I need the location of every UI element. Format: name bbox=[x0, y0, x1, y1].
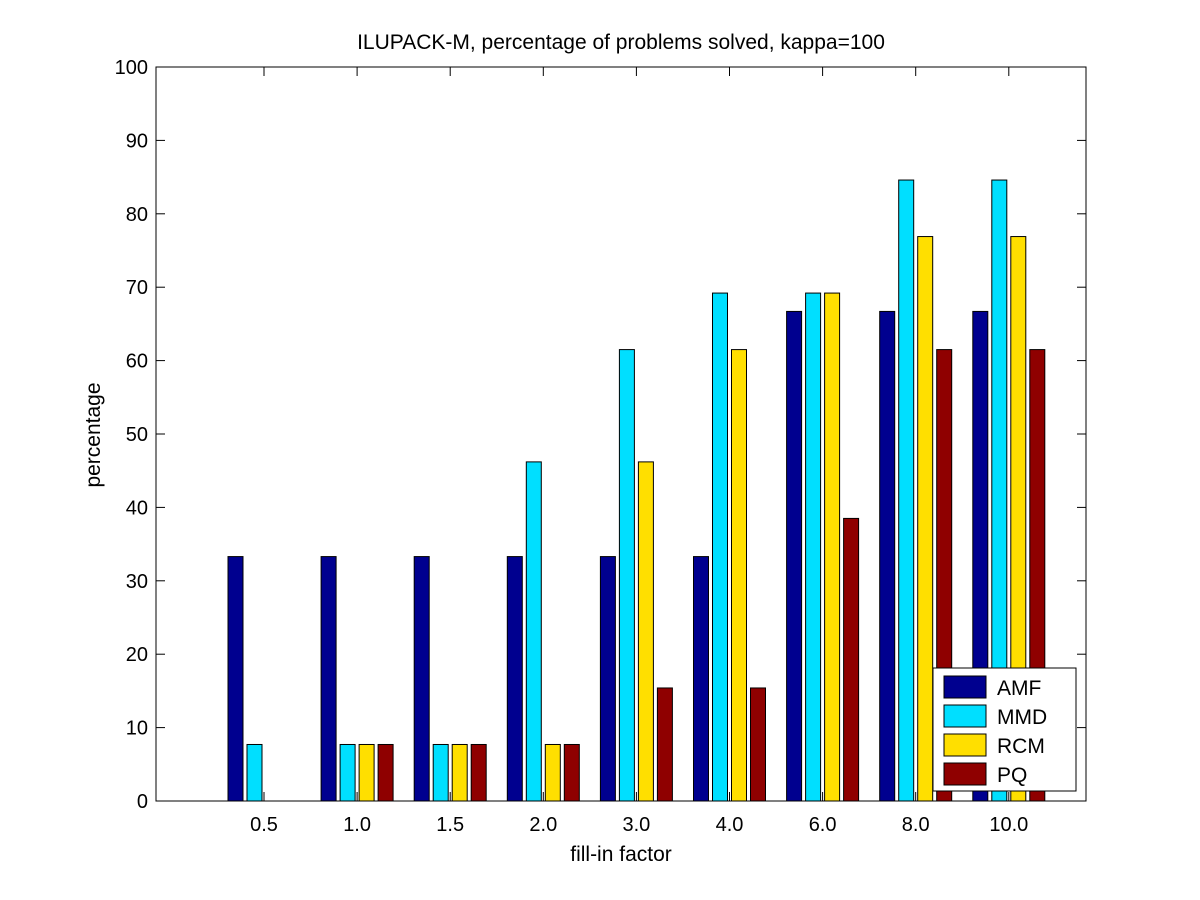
bar-mmd-10.0 bbox=[991, 179, 1008, 802]
y-tick-label: 90 bbox=[126, 130, 148, 152]
y-tick-label: 70 bbox=[126, 277, 148, 299]
bar-mmd-8.0 bbox=[898, 179, 915, 802]
y-tick-label: 50 bbox=[126, 424, 148, 446]
legend-label-rcm: RCM bbox=[997, 735, 1045, 758]
x-tick-label: 6.0 bbox=[809, 814, 837, 836]
x-tick-label: 1.5 bbox=[436, 814, 464, 836]
bar-rcm-8.0 bbox=[917, 236, 934, 802]
bar-rcm-10.0 bbox=[1010, 236, 1027, 802]
x-tick-label: 3.0 bbox=[622, 814, 650, 836]
bar-pq-6.0 bbox=[843, 517, 860, 802]
x-tick-label: 8.0 bbox=[902, 814, 930, 836]
bar-mmd-3.0 bbox=[618, 349, 635, 802]
y-tick-label: 100 bbox=[115, 57, 148, 79]
x-tick-label: 2.0 bbox=[529, 814, 557, 836]
legend-swatch-rcm bbox=[943, 733, 987, 757]
bar-mmd-1.0 bbox=[339, 743, 356, 802]
plot-area: 0 10 20 30 40 50 60 70 80 90 100 0.5 1.0 1.5 2.0 3.0 4.0… bbox=[115, 57, 1087, 836]
legend: AMF MMD RCM PQ bbox=[932, 667, 1077, 792]
bar-amf-6.0 bbox=[786, 310, 803, 802]
chart-title: ILUPACK-M, percentage of problems solved… bbox=[357, 31, 885, 54]
legend-label-mmd: MMD bbox=[997, 706, 1047, 729]
y-tick-label: 10 bbox=[126, 718, 148, 740]
y-tick-label: 0 bbox=[137, 791, 148, 813]
x-tick-label: 0.5 bbox=[250, 814, 278, 836]
y-axis-label: percentage bbox=[82, 382, 105, 487]
bar-mmd-0.5 bbox=[246, 743, 263, 802]
legend-label-pq: PQ bbox=[997, 764, 1027, 787]
bar-mmd-4.0 bbox=[712, 292, 728, 802]
bar-mmd-6.0 bbox=[805, 292, 822, 802]
bar-amf-0.5 bbox=[227, 556, 244, 802]
y-tick-label: 60 bbox=[126, 351, 148, 373]
bar-pq-2.0 bbox=[563, 743, 580, 802]
bar-pq-4.0 bbox=[750, 687, 766, 802]
legend-swatch-mmd bbox=[943, 704, 987, 728]
bar-rcm-2.0 bbox=[544, 743, 561, 802]
bar-rcm-4.0 bbox=[731, 349, 747, 802]
y-tick-label: 30 bbox=[126, 571, 148, 593]
bar-pq-1.5 bbox=[470, 743, 487, 802]
bar-amf-1.5 bbox=[413, 556, 430, 802]
bar-rcm-6.0 bbox=[824, 292, 841, 802]
bar-amf-3.0 bbox=[599, 556, 616, 802]
bar-amf-8.0 bbox=[879, 310, 896, 802]
y-tick-label: 80 bbox=[126, 204, 148, 226]
bar-amf-2.0 bbox=[506, 556, 523, 802]
bar-pq-3.0 bbox=[656, 687, 673, 802]
bar-rcm-1.5 bbox=[451, 743, 468, 802]
bar-rcm-1.0 bbox=[358, 743, 375, 802]
bar-pq-1.0 bbox=[377, 743, 394, 802]
y-tick-label: 20 bbox=[126, 644, 148, 666]
x-axis-label: fill-in factor bbox=[570, 843, 672, 866]
legend-swatch-amf bbox=[943, 675, 987, 699]
x-tick-label: 1.0 bbox=[343, 814, 371, 836]
x-tick-label: 4.0 bbox=[716, 814, 744, 836]
bar-amf-1.0 bbox=[320, 556, 337, 802]
legend-swatch-pq bbox=[943, 762, 987, 786]
bar-mmd-2.0 bbox=[525, 461, 542, 802]
bar-amf-4.0 bbox=[693, 556, 709, 802]
bar-mmd-1.5 bbox=[432, 743, 449, 802]
legend-label-amf: AMF bbox=[997, 677, 1041, 700]
y-tick-label: 40 bbox=[126, 497, 148, 519]
bar-rcm-3.0 bbox=[637, 461, 654, 802]
x-tick-label: 10.0 bbox=[989, 814, 1028, 836]
